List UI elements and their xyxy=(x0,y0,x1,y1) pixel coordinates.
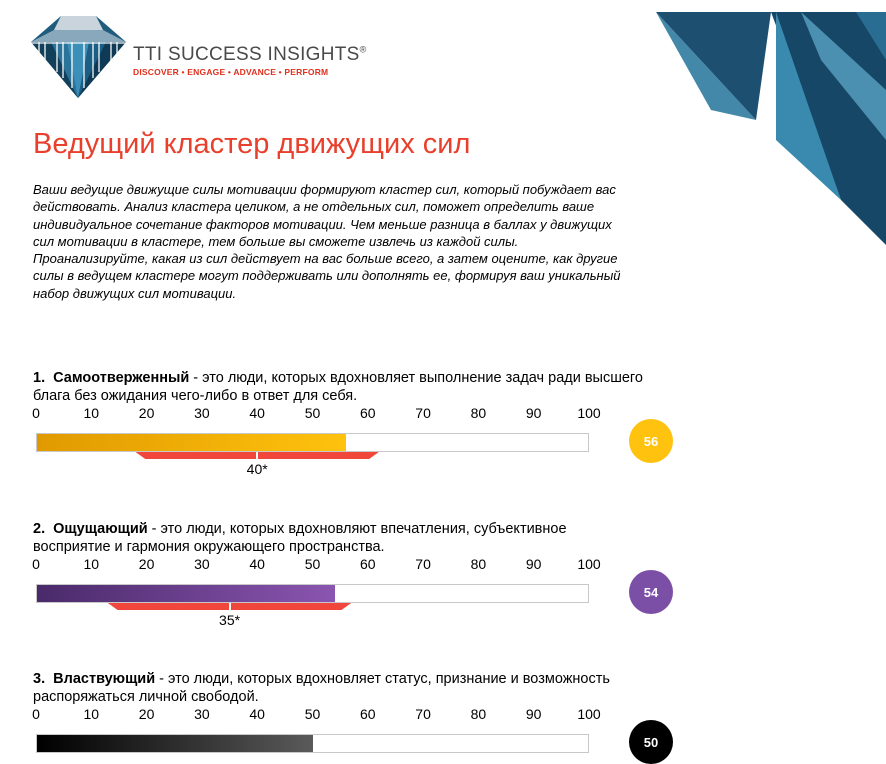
page-title: Ведущий кластер движущих сил xyxy=(33,128,471,160)
scale-tick-label: 70 xyxy=(415,405,431,421)
score-badge: 50 xyxy=(629,720,673,764)
scale-tick-label: 50 xyxy=(304,405,321,421)
brand: TTI SUCCESS INSIGHTS® DISCOVER • ENGAGE … xyxy=(133,44,367,77)
scale-tick-label: 90 xyxy=(525,556,542,572)
scale-tick-label: 0 xyxy=(32,706,40,722)
scale-tick-label: 90 xyxy=(525,706,542,722)
driver-description: 2. Ощущающий - это люди, которых вдохнов… xyxy=(33,521,567,555)
score-bar-track xyxy=(36,433,589,452)
score-scale: 0 10 20 30 40 50 60 70 80 90 100 xyxy=(32,706,603,724)
scale-tick-label: 80 xyxy=(470,405,487,421)
scale-tick-label: 60 xyxy=(360,556,376,572)
score-bar-track xyxy=(36,584,589,603)
scale-tick-label: 0 xyxy=(32,556,40,572)
decorative-corner-graphic xyxy=(656,12,886,245)
norm-mean-label: 40* xyxy=(246,461,268,477)
scale-tick-label: 20 xyxy=(138,556,155,572)
scale-tick-label: 100 xyxy=(577,405,601,421)
driver-section: 2. Ощущающий - это люди, которых вдохнов… xyxy=(32,520,673,628)
intro-paragraph: Ваши ведущие движущие силы мотивации фор… xyxy=(33,182,621,301)
norm-mean-marker xyxy=(228,603,231,610)
scale-tick-label: 100 xyxy=(577,706,601,722)
scale-tick-label: 10 xyxy=(83,706,100,722)
scale-tick-label: 80 xyxy=(470,556,487,572)
score-badge: 56 xyxy=(629,419,673,463)
driver-description: 3. Властвующий - это люди, которых вдохн… xyxy=(33,671,610,705)
score-scale: 0 10 20 30 40 50 60 70 80 90 100 xyxy=(32,556,603,574)
norm-mean-label: 35* xyxy=(219,612,241,628)
norm-range-bar xyxy=(135,452,379,459)
scale-tick-label: 90 xyxy=(525,405,542,421)
scale-tick-label: 30 xyxy=(194,405,210,421)
score-bar-fill xyxy=(37,735,313,752)
scale-tick-label: 60 xyxy=(360,706,376,722)
driver-section: 1. Самоотверженный - это люди, которых в… xyxy=(32,369,673,477)
scale-tick-label: 70 xyxy=(415,556,431,572)
score-bar-fill xyxy=(37,585,335,602)
scale-tick-label: 30 xyxy=(194,706,210,722)
scale-tick-label: 40 xyxy=(249,706,265,722)
tti-diamond-logo xyxy=(31,16,126,98)
scale-tick-label: 70 xyxy=(415,706,431,722)
driver-section: 3. Властвующий - это люди, которых вдохн… xyxy=(32,670,673,764)
score-bar-fill xyxy=(37,434,346,451)
scale-tick-label: 50 xyxy=(304,706,321,722)
scale-tick-label: 10 xyxy=(83,405,100,421)
scale-tick-label: 50 xyxy=(304,556,321,572)
scale-tick-label: 20 xyxy=(138,706,155,722)
scale-tick-label: 60 xyxy=(360,405,376,421)
scale-tick-label: 100 xyxy=(577,556,601,572)
scale-tick-label: 40 xyxy=(249,405,265,421)
scale-tick-label: 0 xyxy=(32,405,40,421)
scale-tick-label: 20 xyxy=(138,405,155,421)
scale-tick-label: 80 xyxy=(470,706,487,722)
brand-tagline: DISCOVER • ENGAGE • ADVANCE • PERFORM xyxy=(133,67,329,77)
score-scale: 0 10 20 30 40 50 60 70 80 90 100 xyxy=(32,405,603,423)
brand-name: TTI SUCCESS INSIGHTS® xyxy=(133,44,367,65)
norm-mean-marker xyxy=(256,452,259,459)
scale-tick-label: 30 xyxy=(194,556,210,572)
score-bar-track xyxy=(36,734,589,753)
norm-range-bar xyxy=(107,603,352,610)
score-badge: 54 xyxy=(629,570,673,614)
scale-tick-label: 40 xyxy=(249,556,265,572)
scale-tick-label: 10 xyxy=(83,556,100,572)
driver-description: 1. Самоотверженный - это люди, которых в… xyxy=(33,370,643,404)
